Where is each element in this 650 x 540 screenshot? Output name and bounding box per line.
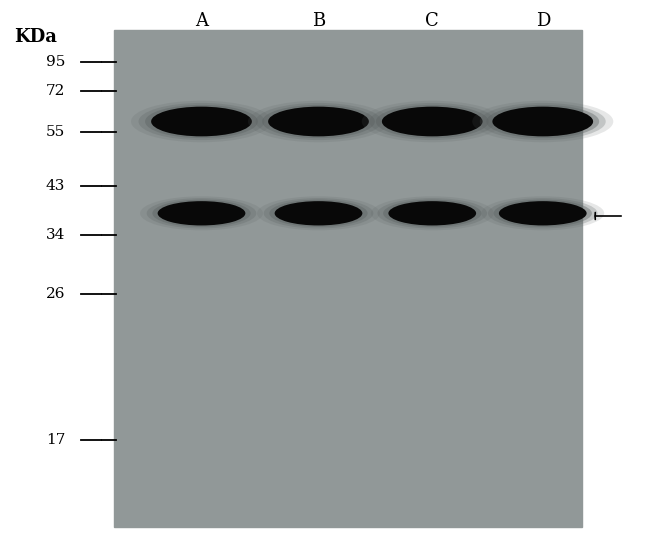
Text: A: A: [195, 11, 208, 30]
Ellipse shape: [472, 100, 614, 142]
Ellipse shape: [481, 197, 604, 230]
Ellipse shape: [152, 200, 251, 227]
Ellipse shape: [268, 106, 369, 137]
Ellipse shape: [378, 198, 487, 228]
Ellipse shape: [382, 106, 482, 137]
Ellipse shape: [157, 201, 246, 226]
Text: 17: 17: [46, 433, 65, 447]
Ellipse shape: [369, 103, 495, 140]
Text: D: D: [536, 11, 550, 30]
Text: KDa: KDa: [14, 28, 57, 46]
Text: 95: 95: [46, 55, 65, 69]
Ellipse shape: [145, 105, 258, 138]
Ellipse shape: [488, 198, 597, 228]
Text: 43: 43: [46, 179, 65, 193]
Ellipse shape: [269, 200, 368, 227]
Text: 55: 55: [46, 125, 65, 139]
Ellipse shape: [361, 100, 503, 142]
Ellipse shape: [151, 106, 252, 137]
Ellipse shape: [383, 200, 482, 227]
Text: 34: 34: [46, 228, 65, 242]
Ellipse shape: [499, 201, 586, 226]
Ellipse shape: [140, 197, 263, 230]
Ellipse shape: [255, 103, 382, 140]
Ellipse shape: [376, 105, 489, 138]
Text: 26: 26: [46, 287, 65, 301]
Ellipse shape: [389, 201, 476, 226]
Ellipse shape: [486, 105, 599, 138]
Ellipse shape: [257, 197, 380, 230]
Ellipse shape: [370, 197, 494, 230]
Text: B: B: [312, 11, 325, 30]
Ellipse shape: [264, 198, 373, 228]
Ellipse shape: [274, 201, 363, 226]
Text: 72: 72: [46, 84, 65, 98]
Ellipse shape: [493, 200, 592, 227]
Text: C: C: [425, 11, 439, 30]
Ellipse shape: [480, 103, 606, 140]
Ellipse shape: [131, 100, 272, 142]
Ellipse shape: [493, 106, 593, 137]
Bar: [114, 30, 582, 526]
Ellipse shape: [138, 103, 265, 140]
Ellipse shape: [248, 100, 389, 142]
Ellipse shape: [262, 105, 375, 138]
Ellipse shape: [147, 198, 256, 228]
